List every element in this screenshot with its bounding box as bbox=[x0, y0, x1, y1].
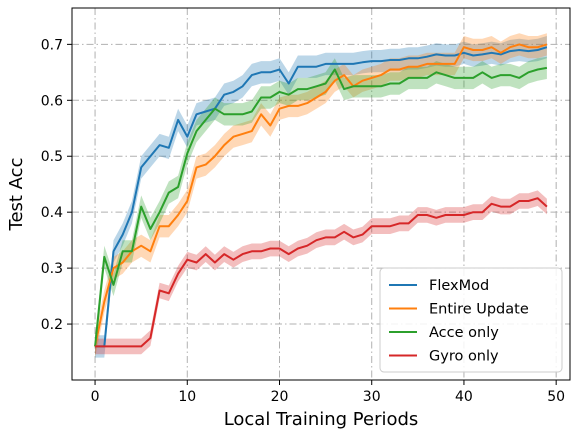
series-line bbox=[95, 46, 548, 348]
x-tick-label: 50 bbox=[547, 389, 565, 405]
plot-frame bbox=[71, 7, 571, 381]
x-tick-label: 40 bbox=[455, 389, 473, 405]
series-line bbox=[94, 43, 548, 347]
y-axis: 0.2 0.3 0.4 0.5 0.6 0.7 bbox=[41, 37, 72, 333]
x-tick-label: 0 bbox=[91, 389, 100, 405]
y-tick-label: 0.2 bbox=[41, 317, 63, 333]
confidence-band bbox=[95, 33, 547, 358]
x-tick-label: 10 bbox=[178, 389, 196, 405]
y-tick-label: 0.7 bbox=[41, 37, 63, 53]
y-tick-label: 0.6 bbox=[41, 93, 63, 109]
x-tick-label: 20 bbox=[271, 389, 289, 405]
series-line bbox=[94, 66, 548, 347]
y-axis-label: Test Acc bbox=[6, 158, 27, 232]
legend-box bbox=[379, 267, 563, 373]
legend: FlexMod Entire Update Acce only Gyro only bbox=[379, 267, 563, 373]
y-tick-label: 0.4 bbox=[41, 205, 63, 221]
series-line bbox=[95, 197, 548, 348]
y-tick-label: 0.5 bbox=[41, 149, 63, 165]
series-lines bbox=[94, 43, 548, 348]
legend-label: Entire Update bbox=[429, 302, 529, 318]
y-tick-label: 0.3 bbox=[41, 261, 63, 277]
legend-label: FlexMod bbox=[429, 278, 489, 294]
legend-label: Acce only bbox=[429, 325, 499, 341]
legend-label: Gyro only bbox=[429, 349, 499, 365]
x-axis-label: Local Training Periods bbox=[224, 409, 419, 430]
x-tick-label: 30 bbox=[363, 389, 381, 405]
x-axis: 0 10 20 30 40 50 bbox=[91, 380, 565, 405]
